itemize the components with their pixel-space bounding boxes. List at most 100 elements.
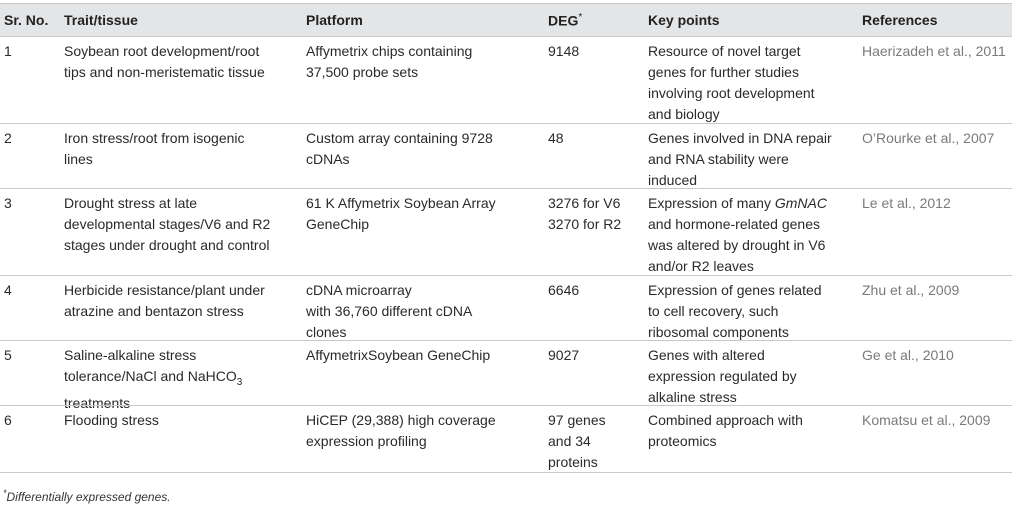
header-sr-no: Sr. No. <box>4 12 49 28</box>
subscript: 3 <box>236 376 243 388</box>
cell-line: was altered by drought in V6 <box>648 237 826 253</box>
table-footnote: *Differentially expressed genes. <box>3 488 171 504</box>
cell-line: tips and non-meristematic tissue <box>64 64 265 80</box>
cell-key-points: Combined approach with proteomics <box>648 410 803 452</box>
cell-line: to cell recovery, such <box>648 303 779 319</box>
cell-deg: 3276 for V6 3270 for R2 <box>548 193 621 235</box>
table-header-row: Sr. No. Trait/tissue Platform DEG* Key p… <box>0 3 1012 36</box>
cell-reference: Haerizadeh et al., 2011 <box>862 43 1006 59</box>
table-row: 6 Flooding stress HiCEP (29,388) high co… <box>0 405 1012 472</box>
cell-line: 97 genes <box>548 412 606 428</box>
cell-line: expression profiling <box>306 433 427 449</box>
cell-line: 6646 <box>548 282 580 298</box>
cell-line: 37,500 probe sets <box>306 64 419 80</box>
cell-line: treatments <box>64 394 131 411</box>
cell-line: Combined approach with <box>648 412 803 428</box>
cell-line: proteins <box>548 454 598 470</box>
cell-line: developmental stages/V6 and R2 <box>64 216 271 232</box>
cell-line: cDNAs <box>306 151 350 167</box>
cell-deg: 97 genes and 34 proteins <box>548 410 606 473</box>
cell-line: proteomics <box>648 433 717 449</box>
cell-line: 3276 for V6 <box>548 195 621 211</box>
cell-line: 3270 for R2 <box>548 216 622 232</box>
cell-line: Custom array containing 9728 <box>306 130 493 146</box>
cell-sr-no: 2 <box>4 130 12 146</box>
cell-line: genes for further studies <box>648 64 799 80</box>
cell-line: HiCEP (29,388) high coverage <box>306 412 496 428</box>
cell-reference: Le et al., 2012 <box>862 195 951 211</box>
cell-line: alkaline stress <box>648 389 737 405</box>
cell-key-points: Resource of novel target genes for furth… <box>648 41 815 125</box>
cell-line: Genes involved in DNA repair <box>648 130 832 146</box>
data-table: Sr. No. Trait/tissue Platform DEG* Key p… <box>0 3 1012 473</box>
text-span: Expression of many <box>648 195 775 211</box>
cell-line: Genes with altered <box>648 347 765 363</box>
cell-deg: 6646 <box>548 280 579 301</box>
cell-trait: Iron stress/root from isogenic lines <box>64 128 245 170</box>
cell-key-points: Expression of many GmNAC and hormone-rel… <box>648 193 827 277</box>
cell-line: stages under drought and control <box>64 237 270 253</box>
cell-key-points: Genes with altered expression regulated … <box>648 345 797 408</box>
cell-sr-no: 4 <box>4 282 12 298</box>
table-bottom-rule <box>0 472 1012 473</box>
cell-platform: AffymetrixSoybean GeneChip <box>306 345 490 366</box>
cell-platform: HiCEP (29,388) high coverage expression … <box>306 410 496 452</box>
table-row: 5 Saline-alkaline stress tolerance/NaCl … <box>0 340 1012 411</box>
header-deg-footnote-mark: * <box>578 12 583 23</box>
cell-line: ribosomal components <box>648 324 789 340</box>
cell-trait: Saline-alkaline stress tolerance/NaCl an… <box>64 345 242 414</box>
cell-platform: Custom array containing 9728 cDNAs <box>306 128 493 170</box>
cell-reference: O’Rourke et al., 2007 <box>862 130 995 146</box>
table-row: 2 Iron stress/root from isogenic lines C… <box>0 123 1012 188</box>
cell-line: Flooding stress <box>64 412 159 428</box>
table-row: 3 Drought stress at late developmental s… <box>0 188 1012 275</box>
cell-line: clones <box>306 324 347 340</box>
cell-line: and 34 <box>548 433 591 449</box>
cell-trait: Herbicide resistance/plant under atrazin… <box>64 280 265 322</box>
cell-sr-no: 3 <box>4 195 12 211</box>
cell-deg: 48 <box>548 128 564 149</box>
cell-line: Herbicide resistance/plant under <box>64 282 265 298</box>
cell-line: AffymetrixSoybean GeneChip <box>306 347 491 363</box>
cell-line: with 36,760 different cDNA <box>306 303 473 319</box>
text-span: tolerance/NaCl and NaHCO <box>64 368 237 384</box>
cell-line: 48 <box>548 130 564 146</box>
cell-line: Iron stress/root from isogenic <box>64 130 245 146</box>
cell-sr-no: 5 <box>4 347 12 363</box>
cell-trait: Soybean root development/root tips and n… <box>64 41 265 83</box>
cell-line: cDNA microarray <box>306 282 412 298</box>
cell-line: tolerance/NaCl and NaHCO3 <box>64 366 242 393</box>
cell-line: 9148 <box>548 43 580 59</box>
cell-line: GeneChip <box>306 216 370 232</box>
cell-reference: Komatsu et al., 2009 <box>862 412 991 428</box>
table-row: 1 Soybean root development/root tips and… <box>0 36 1012 123</box>
footnote-mark: * <box>3 488 7 498</box>
cell-trait: Flooding stress <box>64 410 159 431</box>
cell-line: and biology <box>648 106 720 122</box>
cell-line: Drought stress at late <box>64 195 198 211</box>
cell-line: Soybean root development/root <box>64 43 260 59</box>
cell-line: and/or R2 leaves <box>648 258 754 274</box>
footnote-text: Differentially expressed genes. <box>6 490 171 504</box>
cell-line: and hormone-related genes <box>648 216 821 232</box>
cell-deg: 9027 <box>548 345 579 366</box>
cell-line: 9027 <box>548 347 580 363</box>
cell-line: 61 K Affymetrix Soybean Array <box>306 195 496 211</box>
cell-reference: Ge et al., 2010 <box>862 347 954 363</box>
cell-line: Expression of genes related <box>648 282 822 298</box>
cell-line: Expression of many GmNAC <box>648 193 827 214</box>
cell-platform: Affymetrix chips containing 37,500 probe… <box>306 41 472 83</box>
header-trait-tissue: Trait/tissue <box>64 12 138 28</box>
cell-line: Saline-alkaline stress <box>64 347 197 363</box>
cell-sr-no: 1 <box>4 43 12 59</box>
cell-sr-no: 6 <box>4 412 12 428</box>
cell-reference: Zhu et al., 2009 <box>862 282 960 298</box>
cell-platform: 61 K Affymetrix Soybean Array GeneChip <box>306 193 496 235</box>
cell-line: Resource of novel target <box>648 43 801 59</box>
cell-platform: cDNA microarray with 36,760 different cD… <box>306 280 472 343</box>
header-references: References <box>862 12 938 28</box>
cell-line: induced <box>648 172 698 188</box>
cell-deg: 9148 <box>548 41 579 62</box>
header-key-points: Key points <box>648 12 720 28</box>
cell-line: involving root development <box>648 85 815 101</box>
